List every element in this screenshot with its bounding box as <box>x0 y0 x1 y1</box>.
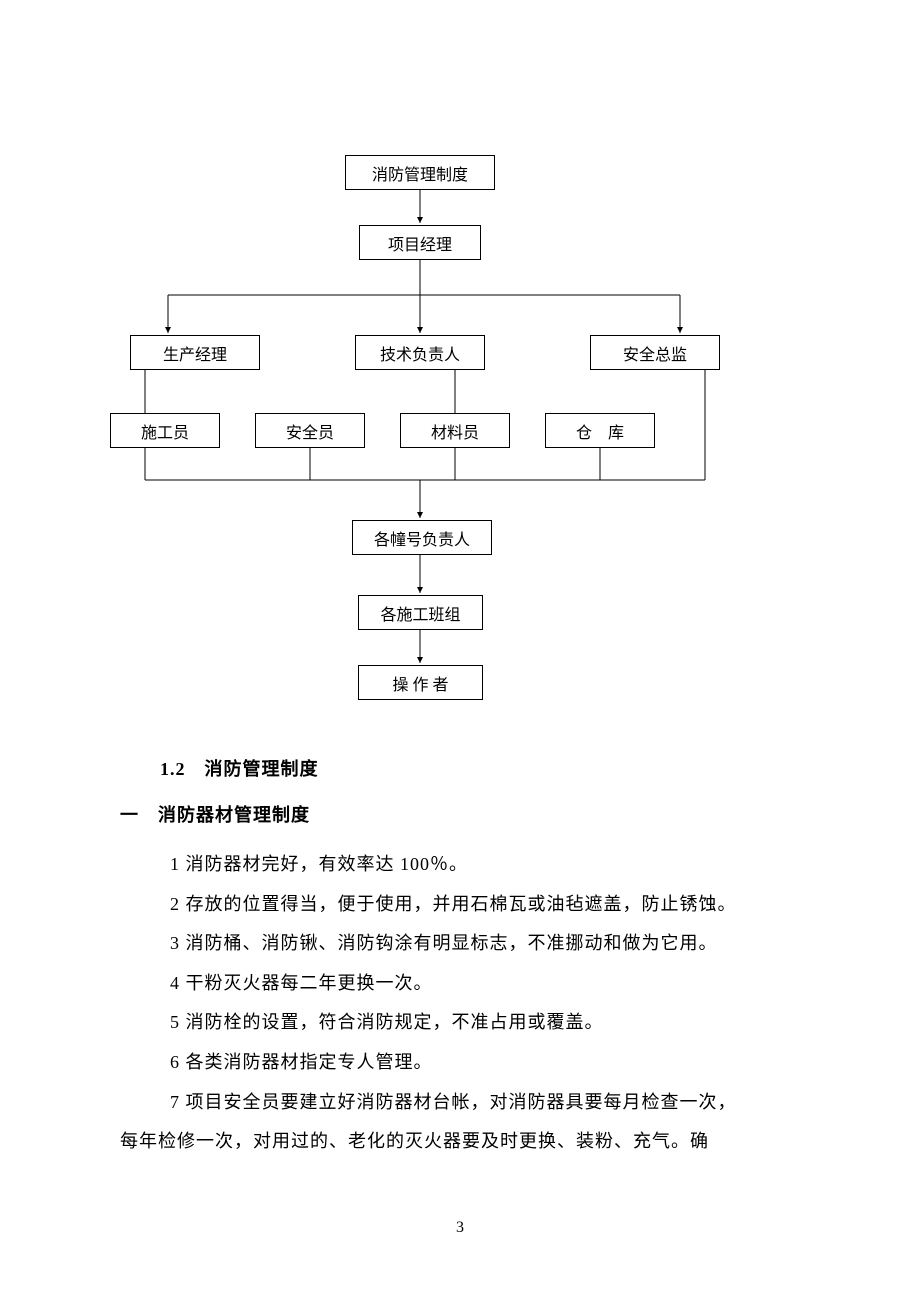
body-line-1: 1 消防器材完好，有效率达 100％。 <box>120 845 800 885</box>
body-line-2: 2 存放的位置得当，便于使用，并用石棉瓦或油毡遮盖，防止锈蚀。 <box>120 885 800 925</box>
body-line-4: 4 干粉灭火器每二年更换一次。 <box>120 964 800 1004</box>
node-project-manager: 项目经理 <box>359 225 481 260</box>
node-safety-director: 安全总监 <box>590 335 720 370</box>
page-number: 3 <box>0 1219 920 1237</box>
body-line-3: 3 消防桶、消防锹、消防钩涂有明显标志，不准挪动和做为它用。 <box>120 924 800 964</box>
body-line-6: 6 各类消防器材指定专人管理。 <box>120 1043 800 1083</box>
node-production-manager: 生产经理 <box>130 335 260 370</box>
node-operator: 操 作 者 <box>358 665 483 700</box>
node-tech-lead: 技术负责人 <box>355 335 485 370</box>
node-safety-staff: 安全员 <box>255 413 365 448</box>
node-warehouse: 仓 库 <box>545 413 655 448</box>
node-building-leader: 各幢号负责人 <box>352 520 492 555</box>
node-material-staff: 材料员 <box>400 413 510 448</box>
node-fire-mgmt-system: 消防管理制度 <box>345 155 495 190</box>
node-construction-staff: 施工员 <box>110 413 220 448</box>
flowchart: 消防管理制度 项目经理 生产经理 技术负责人 安全总监 施工员 安全员 材料员 … <box>0 155 920 695</box>
node-construction-team: 各施工班组 <box>358 595 483 630</box>
document-body: 1.2 消防管理制度 一 消防器材管理制度 1 消防器材完好，有效率达 100％… <box>120 755 800 1162</box>
body-line-5: 5 消防栓的设置，符合消防规定，不准占用或覆盖。 <box>120 1003 800 1043</box>
body-line-7b: 每年检修一次，对用过的、老化的灭火器要及时更换、装粉、充气。确 <box>120 1122 800 1162</box>
heading-1-2: 1.2 消防管理制度 <box>160 755 800 781</box>
heading-section-1: 一 消防器材管理制度 <box>120 801 800 827</box>
body-line-7a: 7 项目安全员要建立好消防器材台帐，对消防器具要每月检查一次， <box>120 1083 800 1123</box>
